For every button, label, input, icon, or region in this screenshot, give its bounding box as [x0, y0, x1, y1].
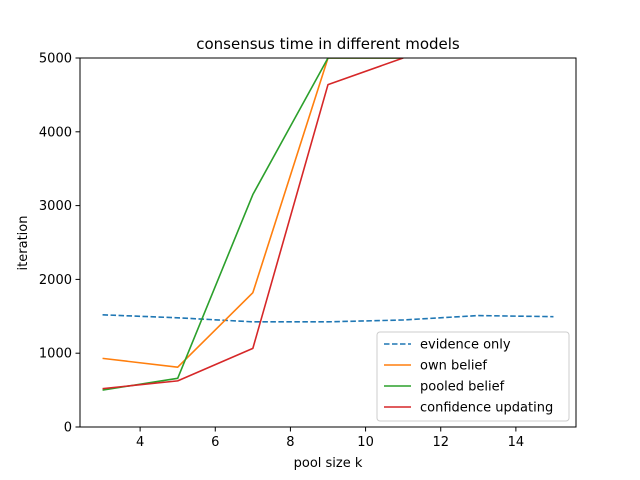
x-tick-label: 12 — [432, 435, 449, 450]
plot-area: 4 6 8 10 12 14 0 1000 2000 3000 4000 5000 — [39, 52, 577, 450]
legend-label-3: confidence updating — [420, 401, 553, 416]
legend-label-0: evidence only — [420, 338, 511, 353]
x-tick-label: 8 — [286, 435, 294, 450]
y-tick-label: 1000 — [39, 347, 72, 362]
y-tick-label: 0 — [64, 421, 72, 436]
chart-title: consensus time in different models — [196, 35, 460, 53]
legend-label-1: own belief — [420, 359, 487, 374]
series-line-2 — [102, 58, 404, 391]
axes-frame — [79, 57, 577, 428]
x-tick-label: 6 — [211, 435, 219, 450]
y-tick-label: 2000 — [39, 273, 72, 288]
series-line-3 — [102, 58, 404, 390]
legend-box — [376, 331, 570, 422]
x-tick-label: 10 — [357, 435, 374, 450]
y-tick-label: 4000 — [39, 125, 72, 140]
x-tick-label: 14 — [508, 435, 525, 450]
x-tick-label: 4 — [136, 435, 144, 450]
y-tick-label: 5000 — [39, 52, 72, 67]
series-line-1 — [102, 58, 404, 369]
x-axis-label: pool size k — [294, 456, 363, 471]
legend: evidence only own belief pooled belief conf… — [376, 331, 570, 422]
legend-label-2: pooled belief — [420, 380, 505, 395]
series-group — [102, 58, 554, 391]
y-axis-label: iteration — [16, 216, 31, 271]
series-line-0 — [102, 314, 554, 323]
y-tick-label: 3000 — [39, 199, 72, 214]
